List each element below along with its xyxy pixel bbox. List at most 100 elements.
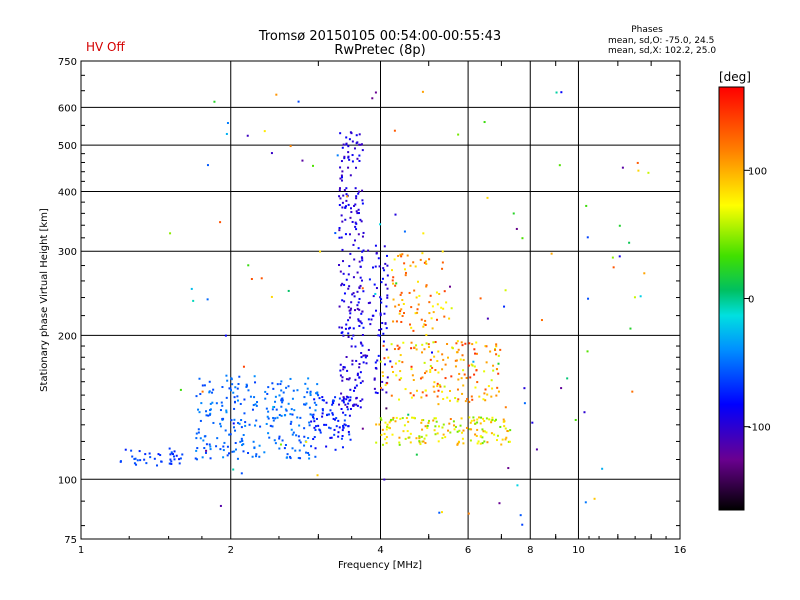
data-point — [386, 294, 389, 297]
data-point — [540, 319, 543, 322]
data-point — [461, 437, 464, 440]
data-point — [280, 399, 283, 402]
data-point — [369, 301, 372, 304]
data-point — [342, 401, 345, 404]
data-point — [201, 456, 204, 459]
data-point — [233, 418, 236, 421]
data-point — [347, 332, 350, 335]
data-point — [412, 329, 415, 332]
data-point — [418, 294, 421, 297]
data-point — [263, 451, 266, 454]
data-point — [468, 342, 471, 345]
data-point — [560, 91, 563, 94]
data-point — [253, 446, 256, 449]
data-point — [437, 440, 440, 443]
data-point — [294, 449, 297, 452]
data-point — [586, 236, 589, 239]
data-point — [387, 426, 390, 429]
data-point — [342, 143, 345, 146]
data-point — [209, 402, 212, 405]
data-point — [503, 305, 506, 308]
data-point — [612, 266, 615, 269]
data-point — [394, 213, 397, 216]
data-point — [432, 311, 435, 314]
data-point — [342, 366, 345, 369]
data-point — [342, 396, 345, 399]
data-point — [470, 428, 473, 431]
data-point — [390, 418, 393, 421]
data-point — [344, 205, 347, 208]
data-point — [338, 236, 341, 239]
data-point — [380, 298, 383, 301]
data-point — [345, 199, 348, 202]
data-point — [461, 431, 464, 434]
data-point — [306, 387, 309, 390]
data-point — [326, 413, 329, 416]
data-point — [471, 364, 474, 367]
data-point — [205, 449, 208, 452]
data-point — [263, 130, 266, 133]
data-point — [497, 390, 500, 393]
data-point — [347, 203, 350, 206]
data-point — [308, 421, 311, 424]
data-point — [490, 432, 493, 435]
data-point — [367, 302, 370, 305]
data-point — [233, 396, 236, 399]
data-point — [550, 252, 553, 255]
data-point — [457, 133, 460, 136]
data-point — [386, 287, 389, 290]
data-point — [441, 390, 444, 393]
data-point — [352, 327, 355, 330]
data-point — [402, 341, 405, 344]
data-point — [348, 309, 351, 312]
data-point — [386, 296, 389, 299]
data-point — [421, 428, 424, 431]
data-point — [348, 233, 351, 236]
data-point — [483, 440, 486, 443]
data-point — [422, 325, 425, 328]
data-point — [438, 292, 441, 295]
data-point — [330, 436, 333, 439]
data-point — [475, 434, 478, 437]
data-point — [415, 453, 418, 456]
data-point — [418, 436, 421, 439]
data-point — [421, 343, 424, 346]
data-point — [239, 440, 242, 443]
data-point — [209, 445, 212, 448]
data-point — [278, 437, 281, 440]
data-point — [344, 414, 347, 417]
data-point — [195, 449, 198, 452]
x-tick-label: 1 — [78, 545, 84, 556]
data-point — [628, 241, 631, 244]
data-point — [462, 384, 465, 387]
data-point — [157, 453, 160, 456]
data-point — [345, 136, 348, 139]
data-point — [450, 375, 453, 378]
data-point — [584, 501, 587, 504]
data-point — [425, 370, 428, 373]
data-point — [409, 323, 412, 326]
data-point — [409, 432, 412, 435]
data-point — [245, 383, 248, 386]
data-point — [342, 272, 345, 275]
data-point — [305, 402, 308, 405]
data-point — [347, 151, 350, 154]
data-point — [345, 356, 348, 359]
data-point — [380, 418, 383, 421]
data-point — [280, 405, 283, 408]
data-point — [196, 458, 199, 461]
data-point — [633, 296, 636, 299]
data-point — [411, 416, 414, 419]
data-point — [454, 365, 457, 368]
data-point — [343, 157, 346, 160]
data-point — [555, 91, 558, 94]
data-point — [325, 445, 328, 448]
data-point — [342, 334, 345, 337]
data-point — [360, 312, 363, 315]
chart-title: Tromsø 20150105 00:54:00-00:55:43 — [258, 29, 501, 44]
data-point — [446, 396, 449, 399]
data-point — [281, 439, 284, 442]
data-point — [207, 414, 210, 417]
data-point — [385, 305, 388, 308]
data-point — [455, 359, 458, 362]
